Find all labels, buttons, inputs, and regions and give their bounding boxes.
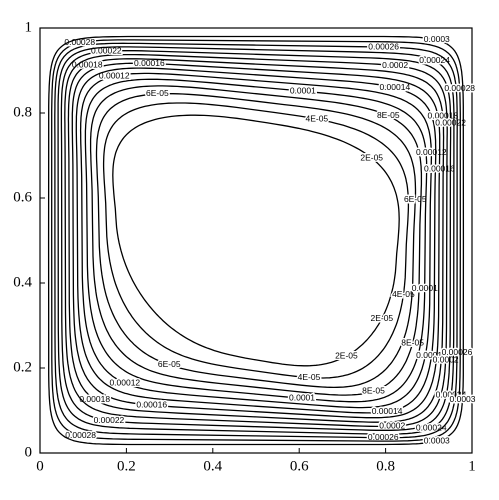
- contour-label: 0.00012: [416, 147, 447, 157]
- x-tick-label: 1: [468, 458, 476, 474]
- x-tick-label: 0.4: [203, 458, 222, 474]
- contour-label: 0.0001: [289, 393, 315, 403]
- contour-label: 0.00016: [424, 163, 455, 173]
- contour-label: 0.0003: [450, 394, 476, 404]
- x-tick-label: 0: [36, 458, 44, 474]
- contour-label: 0.00028: [64, 37, 95, 47]
- x-tick-label: 0.8: [376, 458, 395, 474]
- contour-label: 0.00018: [79, 394, 110, 404]
- contour-label: 0.0002: [379, 420, 405, 430]
- y-tick-label: 0.2: [13, 359, 32, 375]
- x-tick-label: 0.2: [117, 458, 136, 474]
- contour-label: 2E-05: [370, 313, 393, 323]
- contour-line: [47, 35, 465, 446]
- contour-line: [54, 42, 458, 439]
- contour-label: 0.00024: [416, 423, 447, 433]
- contour-line: [95, 92, 417, 389]
- contour-label: 2E-05: [360, 152, 383, 162]
- contour-label: 0.00026: [368, 41, 399, 51]
- contour-label: 0.00012: [109, 377, 140, 387]
- contour-label: 0.00014: [372, 406, 403, 416]
- contour-label: 2E-05: [335, 350, 358, 360]
- contour-label: 4E-05: [305, 113, 328, 123]
- contour-label: 0.00022: [94, 415, 125, 425]
- contour-label: 4E-05: [298, 372, 321, 382]
- contour-line: [112, 114, 400, 367]
- contour-label: 0.00018: [72, 60, 103, 70]
- contour-label: 0.0003: [424, 435, 450, 445]
- contour-label: 0.00026: [368, 432, 399, 442]
- plot-frame: [39, 27, 473, 454]
- contour-label: 8E-05: [362, 385, 385, 395]
- contour-label: 6E-05: [158, 359, 181, 369]
- contour-label: 6E-05: [146, 88, 169, 98]
- contour-label: 0.00018: [427, 110, 458, 120]
- contour-label: 0.00016: [136, 399, 167, 409]
- contour-label: 4E-05: [392, 289, 415, 299]
- contour-line: [102, 102, 410, 379]
- x-tick-label: 0.6: [290, 458, 309, 474]
- contour-line: [79, 72, 433, 409]
- contour-label: 0.0003: [424, 34, 450, 44]
- contour-label: 0.00024: [419, 55, 450, 65]
- contour-label: 0.00014: [379, 82, 410, 92]
- contour-label: 0.00022: [435, 118, 466, 128]
- contour-label: 0.0002: [382, 60, 408, 70]
- contour-label: 0.0001: [290, 85, 316, 95]
- contour-label: 0.0001: [412, 283, 438, 293]
- y-tick-label: 0.6: [13, 189, 32, 205]
- contour-line: [89, 85, 423, 396]
- contour-label: 8E-05: [377, 110, 400, 120]
- y-tick-label: 0.4: [13, 274, 32, 290]
- y-tick-label: 0.8: [13, 104, 32, 120]
- contour-line: [51, 39, 461, 442]
- contour-line: [60, 50, 452, 431]
- contour-line: [71, 62, 441, 419]
- y-tick-label: 0: [25, 444, 33, 460]
- contour-line: [75, 67, 437, 414]
- contour-label: 0.00014: [416, 350, 447, 360]
- contour-label: 6E-05: [404, 194, 427, 204]
- contour-line: [57, 46, 455, 435]
- contour-line: [84, 78, 428, 403]
- contour-label: 0.00028: [65, 430, 96, 440]
- contour-line: [64, 53, 448, 428]
- contour-line: [67, 58, 445, 423]
- contour-label: 0.00026: [442, 347, 473, 357]
- y-tick-label: 1: [25, 19, 33, 35]
- contour-label: 8E-05: [401, 337, 424, 347]
- contour-label: 0.00028: [444, 83, 475, 93]
